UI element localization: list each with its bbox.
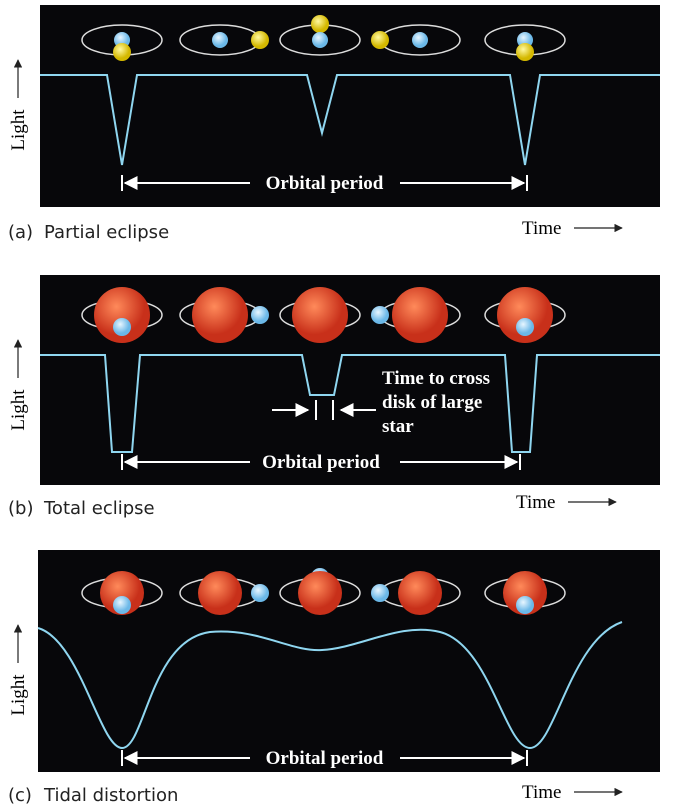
- star: [292, 287, 348, 343]
- light-curve: [37, 621, 623, 750]
- companion-star: [516, 596, 534, 614]
- star: [198, 571, 242, 615]
- star: [398, 571, 442, 615]
- companion-star: [113, 43, 131, 61]
- star: [392, 287, 448, 343]
- period-label: Orbital period: [266, 748, 384, 769]
- companion-star: [371, 306, 389, 324]
- panel-caption: Total eclipse: [43, 498, 155, 519]
- star: [298, 571, 342, 615]
- panel-label: (b): [8, 498, 33, 519]
- companion-star: [311, 15, 329, 33]
- companion-star: [251, 306, 269, 324]
- star: [412, 32, 428, 48]
- companion-star: [251, 584, 269, 602]
- star: [212, 32, 228, 48]
- companion-star: [516, 318, 534, 336]
- companion-star: [113, 318, 131, 336]
- star: [503, 571, 547, 615]
- star: [497, 287, 553, 343]
- x-axis-label: Time: [516, 492, 555, 513]
- annotation: disk of large: [382, 392, 482, 413]
- companion-star: [251, 31, 269, 49]
- light-curve: [40, 354, 660, 453]
- panel-caption: Partial eclipse: [44, 222, 169, 243]
- companion-star: [371, 31, 389, 49]
- star: [94, 287, 150, 343]
- period-label: Orbital period: [266, 173, 384, 194]
- y-axis-label: Light: [8, 389, 29, 431]
- panel-caption: Tidal distortion: [43, 785, 178, 806]
- annotation: star: [382, 416, 414, 437]
- star: [100, 571, 144, 615]
- star: [312, 32, 328, 48]
- period-label: Orbital period: [262, 452, 380, 473]
- light-curve: [40, 74, 660, 166]
- companion-star: [371, 584, 389, 602]
- y-axis-label: Light: [8, 109, 29, 151]
- companion-star: [113, 596, 131, 614]
- companion-star: [516, 43, 534, 61]
- x-axis-label: Time: [522, 782, 561, 803]
- panel-label: (a): [8, 222, 33, 243]
- annotation: Time to cross: [382, 368, 490, 389]
- y-axis-label: Light: [8, 674, 29, 716]
- panel-background: [40, 5, 660, 207]
- panel-label: (c): [8, 785, 32, 806]
- star: [192, 287, 248, 343]
- x-axis-label: Time: [522, 218, 561, 239]
